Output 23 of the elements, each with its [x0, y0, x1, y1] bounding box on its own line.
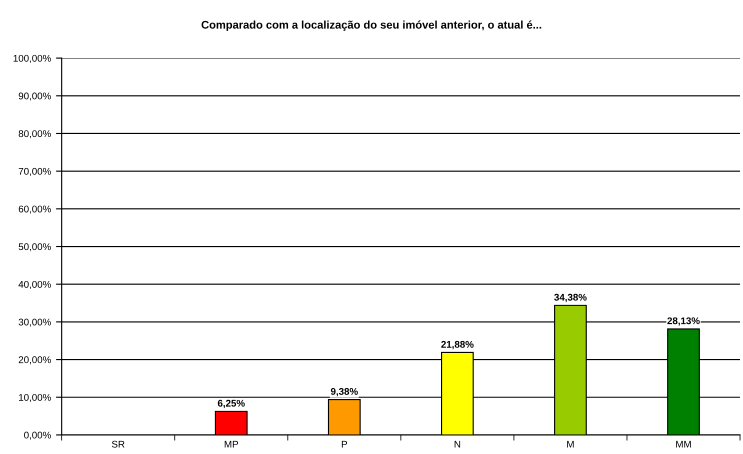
- y-tick-label: 20,00%: [18, 356, 51, 364]
- y-tick-label: 0,00%: [24, 432, 51, 440]
- data-label: 9,38%: [330, 388, 358, 396]
- data-label: 34,38%: [554, 294, 587, 302]
- x-tick-label: MM: [676, 440, 691, 448]
- x-tick-label: M: [567, 440, 574, 448]
- y-tick-label: 50,00%: [18, 243, 51, 252]
- y-tick-label: 80,00%: [18, 130, 51, 138]
- data-label: 28,13%: [667, 317, 700, 326]
- x-tick-label: MP: [224, 440, 238, 448]
- y-tick-label: 90,00%: [18, 92, 51, 101]
- data-label: 21,88%: [441, 340, 474, 350]
- chart-title: Comparado com a localização do seu imóvel anterior, o atual é...: [202, 20, 542, 31]
- x-tick-label: N: [454, 440, 460, 448]
- y-tick-label: 60,00%: [18, 206, 51, 214]
- x-tick-label: P: [342, 440, 348, 448]
- x-tick-label: SR: [112, 440, 124, 448]
- y-tick-label: 30,00%: [18, 318, 51, 327]
- data-label: 6,25%: [218, 400, 245, 408]
- y-tick-label: 40,00%: [18, 280, 51, 289]
- y-tick-label: 10,00%: [19, 394, 51, 402]
- y-tick-label: 70,00%: [18, 168, 51, 176]
- y-tick-label: 100,00%: [14, 54, 51, 63]
